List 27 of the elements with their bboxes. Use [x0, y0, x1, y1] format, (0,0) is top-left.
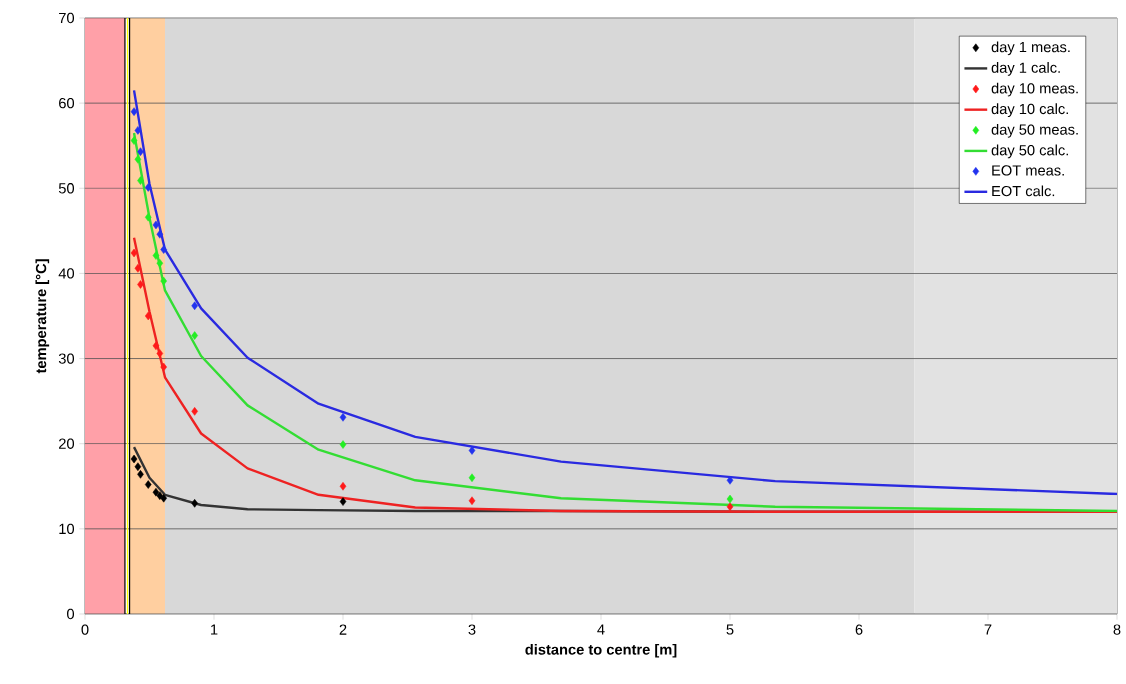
x-tick-label: 2 [339, 624, 347, 635]
x-tick-label: 6 [855, 624, 863, 635]
y-tick-label: 10 [59, 523, 75, 535]
x-tick-label: 1 [211, 624, 218, 635]
x-tick-label: 0 [81, 624, 89, 635]
legend-label: day 10 calc. [991, 103, 1068, 118]
y-tick-label: 50 [58, 183, 75, 194]
y-axis-title: temperature [°C] [35, 259, 50, 374]
y-tick-label: 60 [59, 97, 75, 109]
legend-label: day 50 meas. [991, 123, 1078, 138]
x-tick-label: 3 [468, 624, 476, 635]
x-tick-label: 4 [597, 624, 605, 635]
legend-label: EOT calc. [992, 185, 1055, 197]
x-tick-label: 5 [726, 624, 734, 635]
x-tick-label: 8 [1113, 624, 1121, 635]
y-tick-label: 30 [58, 353, 75, 364]
legend-label: day 1 meas. [991, 41, 1070, 56]
legend-label: day 10 meas. [991, 82, 1078, 97]
x-axis-title: distance to centre [m] [525, 643, 677, 658]
legend-label: EOT meas. [992, 165, 1064, 176]
y-tick-label: 70 [59, 12, 75, 24]
y-tick-label: 40 [58, 268, 75, 279]
legend-label: day 1 calc. [991, 62, 1060, 76]
legend-label: day 50 calc. [991, 144, 1068, 159]
y-tick-label: 0 [67, 608, 75, 620]
x-tick-label: 7 [984, 624, 992, 635]
y-tick-label: 20 [59, 438, 75, 449]
